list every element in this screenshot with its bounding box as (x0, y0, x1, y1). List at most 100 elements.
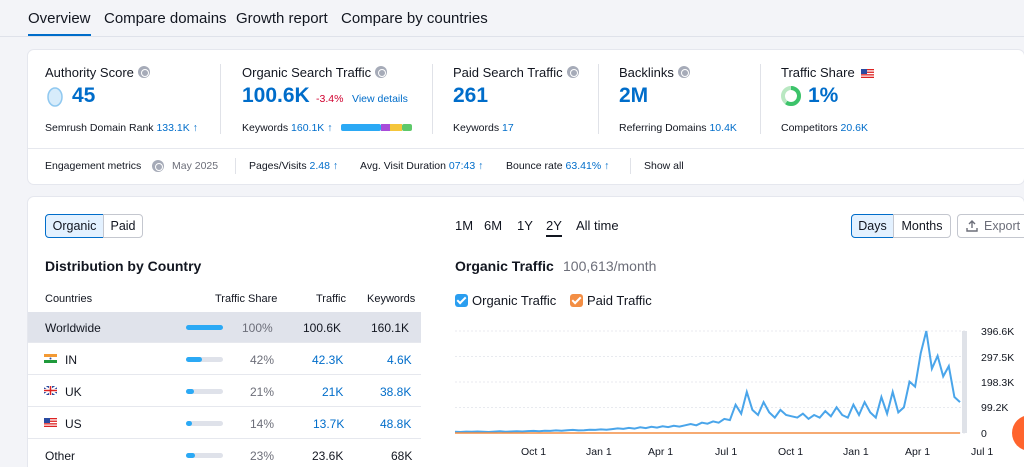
traffic-share-bar (186, 421, 223, 426)
referring-domains-value[interactable]: 10.4K (709, 122, 737, 134)
table-row-worldwide[interactable]: Worldwide 100% 100.6K 160.1K (28, 312, 421, 343)
info-icon[interactable] (677, 66, 690, 78)
organic-keywords: Keywords 160.1K ↑ (242, 122, 333, 134)
us-flag-icon (44, 418, 57, 427)
period-2y[interactable]: 2Y (546, 218, 562, 237)
show-all-link[interactable]: Show all (644, 160, 684, 172)
months-toggle[interactable]: Months (893, 214, 951, 238)
series-line-organic-traffic (455, 330, 961, 434)
info-icon[interactable] (375, 66, 388, 78)
x-tick-label: Jan 1 (843, 446, 869, 458)
period-1y[interactable]: 1Y (517, 218, 533, 233)
chart-subtitle: 100,613/month (563, 258, 657, 274)
keywords[interactable]: 38.8K (380, 385, 412, 399)
keywords[interactable]: 48.8K (380, 417, 412, 431)
divider (432, 64, 433, 134)
traffic-share: 23% (250, 449, 275, 463)
paid-traffic-value[interactable]: 261 (453, 84, 489, 107)
x-tick-label: Jul 1 (715, 446, 738, 458)
y-tick-label: 297.5K (981, 352, 1015, 364)
days-toggle[interactable]: Days (851, 214, 894, 238)
keywords: 160.1K (371, 321, 410, 335)
legend-paid-traffic[interactable]: Paid Traffic (570, 293, 652, 308)
competitors: Competitors 20.6K (781, 122, 868, 134)
referring-domains: Referring Domains 10.4K (619, 122, 737, 134)
tab-growth-report[interactable]: Growth report (236, 10, 328, 27)
table-row-uk[interactable]: UK 21% 21K 38.8K (28, 376, 421, 407)
traffic-share-bar (186, 357, 223, 362)
table-row-us[interactable]: US 14% 13.7K 48.8K (28, 408, 421, 439)
distribution-title: Distribution by Country (45, 258, 202, 274)
backlinks-value[interactable]: 2M (619, 84, 649, 107)
divider (235, 158, 236, 174)
traffic-share-title: Traffic Share (781, 65, 875, 80)
domain-rank: Semrush Domain Rank 133.1K ↑ (45, 122, 198, 134)
y-tick-label: 0 (981, 428, 987, 440)
traffic[interactable]: 42.3K (312, 353, 344, 367)
traffic-share-bar (186, 389, 223, 394)
country-name: IN (65, 353, 77, 367)
x-tick-label: Oct 1 (521, 446, 547, 458)
tab-compare-by-countries[interactable]: Compare by countries (341, 10, 488, 27)
x-tick-label: Apr 1 (905, 446, 931, 458)
traffic-share: 21% (250, 385, 275, 399)
info-icon[interactable] (566, 66, 579, 78)
avg-visit-duration: Avg. Visit Duration 07:43 ↑ (360, 160, 484, 172)
period-6m[interactable]: 6M (484, 218, 503, 233)
divider (630, 158, 631, 174)
traffic-share-value: 1% (808, 84, 839, 107)
organic-keywords-value[interactable]: 160.1K (291, 122, 325, 134)
y-tick-label: 99.2K (981, 402, 1009, 414)
traffic[interactable]: 13.7K (313, 417, 345, 431)
info-icon[interactable] (152, 160, 164, 172)
info-icon[interactable] (137, 66, 150, 78)
period-1m[interactable]: 1M (455, 218, 474, 233)
paid-keywords-value[interactable]: 17 (502, 122, 514, 134)
x-tick-label: Jan 1 (586, 446, 612, 458)
tab-overview[interactable]: Overview (28, 10, 91, 36)
divider (28, 148, 1024, 149)
table-row-in[interactable]: IN 42% 42.3K 4.6K (28, 344, 421, 375)
export-icon (966, 220, 978, 232)
keyword-intent-bar (341, 124, 412, 131)
y-tick-label: 198.3K (981, 377, 1015, 389)
traffic: 100.6K (303, 321, 342, 335)
organic-traffic-value[interactable]: 100.6K (242, 84, 310, 107)
current-period-band (962, 331, 967, 433)
col-keywords[interactable]: Keywords (367, 293, 416, 305)
col-traffic[interactable]: Traffic (316, 293, 346, 305)
authority-score-value: 45 (72, 84, 96, 107)
organic-toggle[interactable]: Organic (45, 214, 104, 238)
x-tick-label: Jul 1 (971, 446, 994, 458)
legend-organic-traffic[interactable]: Organic Traffic (455, 293, 556, 308)
backlinks-title: Backlinks (619, 65, 690, 80)
divider (760, 64, 761, 134)
traffic-share-bar (186, 325, 223, 330)
tab-compare-domains[interactable]: Compare domains (104, 10, 227, 27)
competitors-value[interactable]: 20.6K (840, 122, 868, 134)
domain-rank-value[interactable]: 133.1K (156, 122, 190, 134)
chart-title: Organic Traffic (455, 258, 554, 274)
paid-traffic-title: Paid Search Traffic (453, 65, 579, 80)
paid-toggle[interactable]: Paid (103, 214, 143, 238)
y-tick-label: 396.6K (981, 326, 1015, 338)
country-name: Other (45, 449, 76, 463)
keywords[interactable]: 4.6K (387, 353, 412, 367)
col-traffic-share[interactable]: Traffic Share (215, 293, 278, 305)
organic-traffic-change: -3.4% (316, 93, 344, 105)
organic-traffic-chart[interactable] (455, 325, 975, 440)
divider (220, 64, 221, 134)
country-name: Worldwide (45, 321, 101, 335)
traffic[interactable]: 21K (322, 385, 344, 399)
checkbox-icon (455, 294, 468, 307)
view-details-link[interactable]: View details (352, 93, 408, 105)
chat-bubble-button[interactable] (1012, 415, 1024, 451)
traffic-share: 14% (250, 417, 275, 431)
export-button[interactable]: Export (957, 214, 1024, 238)
period-all-time[interactable]: All time (576, 218, 619, 233)
authority-score-title: Authority Score (45, 65, 150, 80)
metrics-card (28, 50, 1024, 184)
traffic: 23.6K (312, 449, 344, 463)
traffic-share-donut-icon (781, 86, 801, 106)
traffic-share: 100% (242, 321, 273, 335)
